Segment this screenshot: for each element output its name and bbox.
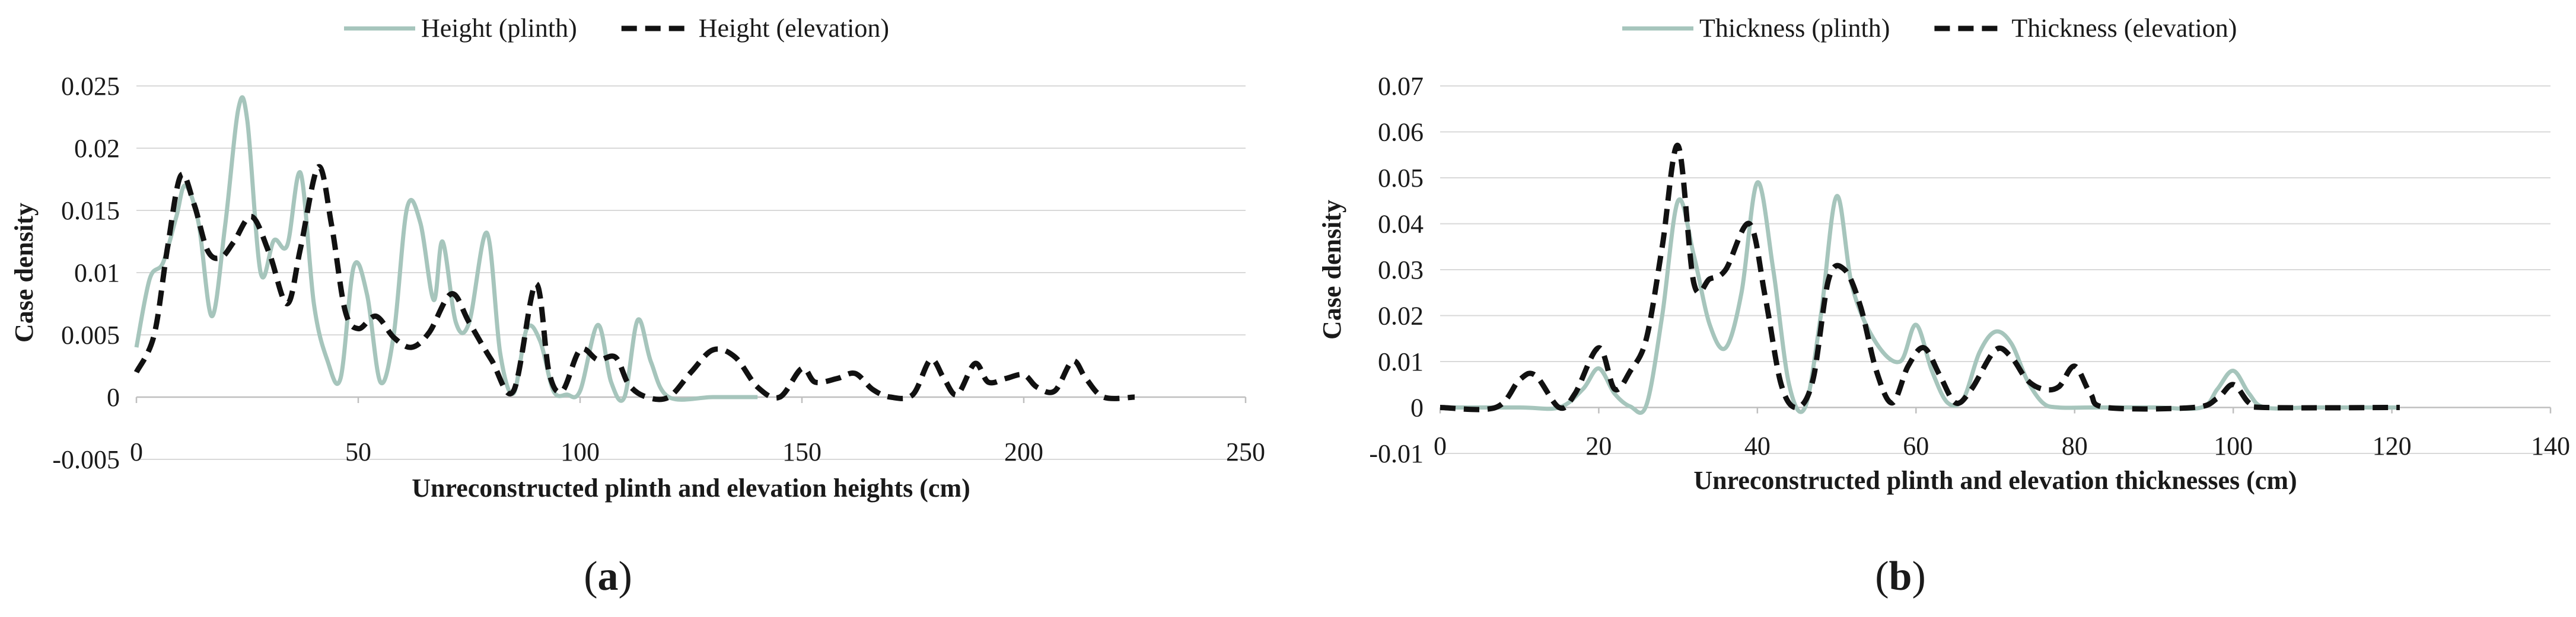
x-tick-label: 20 <box>1585 431 1612 461</box>
chart-panel-a: -0.005 0 0.005 0.01 0.015 0.02 0.025 0 50 100 150 2… <box>9 14 1265 599</box>
x-tick-label: 50 <box>345 437 371 466</box>
y-tick-label: 0 <box>1410 394 1424 423</box>
y-tick-label: 0.03 <box>1378 255 1424 284</box>
y-tick-label: 0.04 <box>1378 210 1424 239</box>
x-tick-label: 200 <box>1004 437 1043 466</box>
y-axis-title: Case density <box>9 203 39 343</box>
x-tick-label: 40 <box>1744 431 1771 461</box>
x-tick-label: 100 <box>561 437 600 466</box>
y-tick-label: 0.05 <box>1378 164 1424 193</box>
panel-label: (b) <box>1875 554 1926 599</box>
x-tick-label: 60 <box>1903 431 1929 461</box>
x-tick-label: 120 <box>2373 431 2412 461</box>
y-axis-title: Case density <box>1317 200 1346 340</box>
x-tick-label: 0 <box>130 437 143 466</box>
x-tick-label: 140 <box>2531 431 2570 461</box>
y-tick-label: 0 <box>107 383 120 412</box>
x-tick-label: 250 <box>1226 437 1265 466</box>
x-axis-title: Unreconstructed plinth and elevation thi… <box>1693 466 2297 495</box>
y-tick-label: -0.01 <box>1369 439 1424 468</box>
y-tick-label: 0.01 <box>74 258 120 287</box>
legend-label: Height (plinth) <box>421 14 577 43</box>
y-tick-label: 0.06 <box>1378 118 1424 147</box>
y-tick-label: 0.02 <box>74 134 120 163</box>
legend-label: Thickness (plinth) <box>1699 14 1890 43</box>
x-tick-label: 150 <box>782 437 821 466</box>
series-line-plinth <box>134 95 758 403</box>
y-tick-label: 0.015 <box>61 196 120 225</box>
y-tick-label: 0.01 <box>1378 347 1424 376</box>
y-tick-label: 0.025 <box>61 72 120 101</box>
y-tick-label: -0.005 <box>52 445 120 474</box>
y-tick-label: 0.005 <box>61 321 120 350</box>
y-tick-label: 0.02 <box>1378 302 1424 331</box>
series-line-elevation <box>133 164 1135 402</box>
legend-label: Height (elevation) <box>699 14 889 43</box>
series-line-elevation <box>1440 143 2400 413</box>
x-tick-label: 0 <box>1434 431 1447 461</box>
panel-label: (a) <box>584 554 632 599</box>
chart-panel-b: -0.01 0 0.01 0.02 0.03 0.04 0.05 0.06 0.07 0 20 40 6… <box>1317 14 2570 599</box>
x-tick-label: 100 <box>2214 431 2253 461</box>
y-tick-label: 0.07 <box>1378 72 1424 101</box>
x-tick-label: 80 <box>2062 431 2088 461</box>
x-axis-title: Unreconstructed plinth and elevation hei… <box>412 474 970 503</box>
legend-label: Thickness (elevation) <box>2011 14 2237 43</box>
